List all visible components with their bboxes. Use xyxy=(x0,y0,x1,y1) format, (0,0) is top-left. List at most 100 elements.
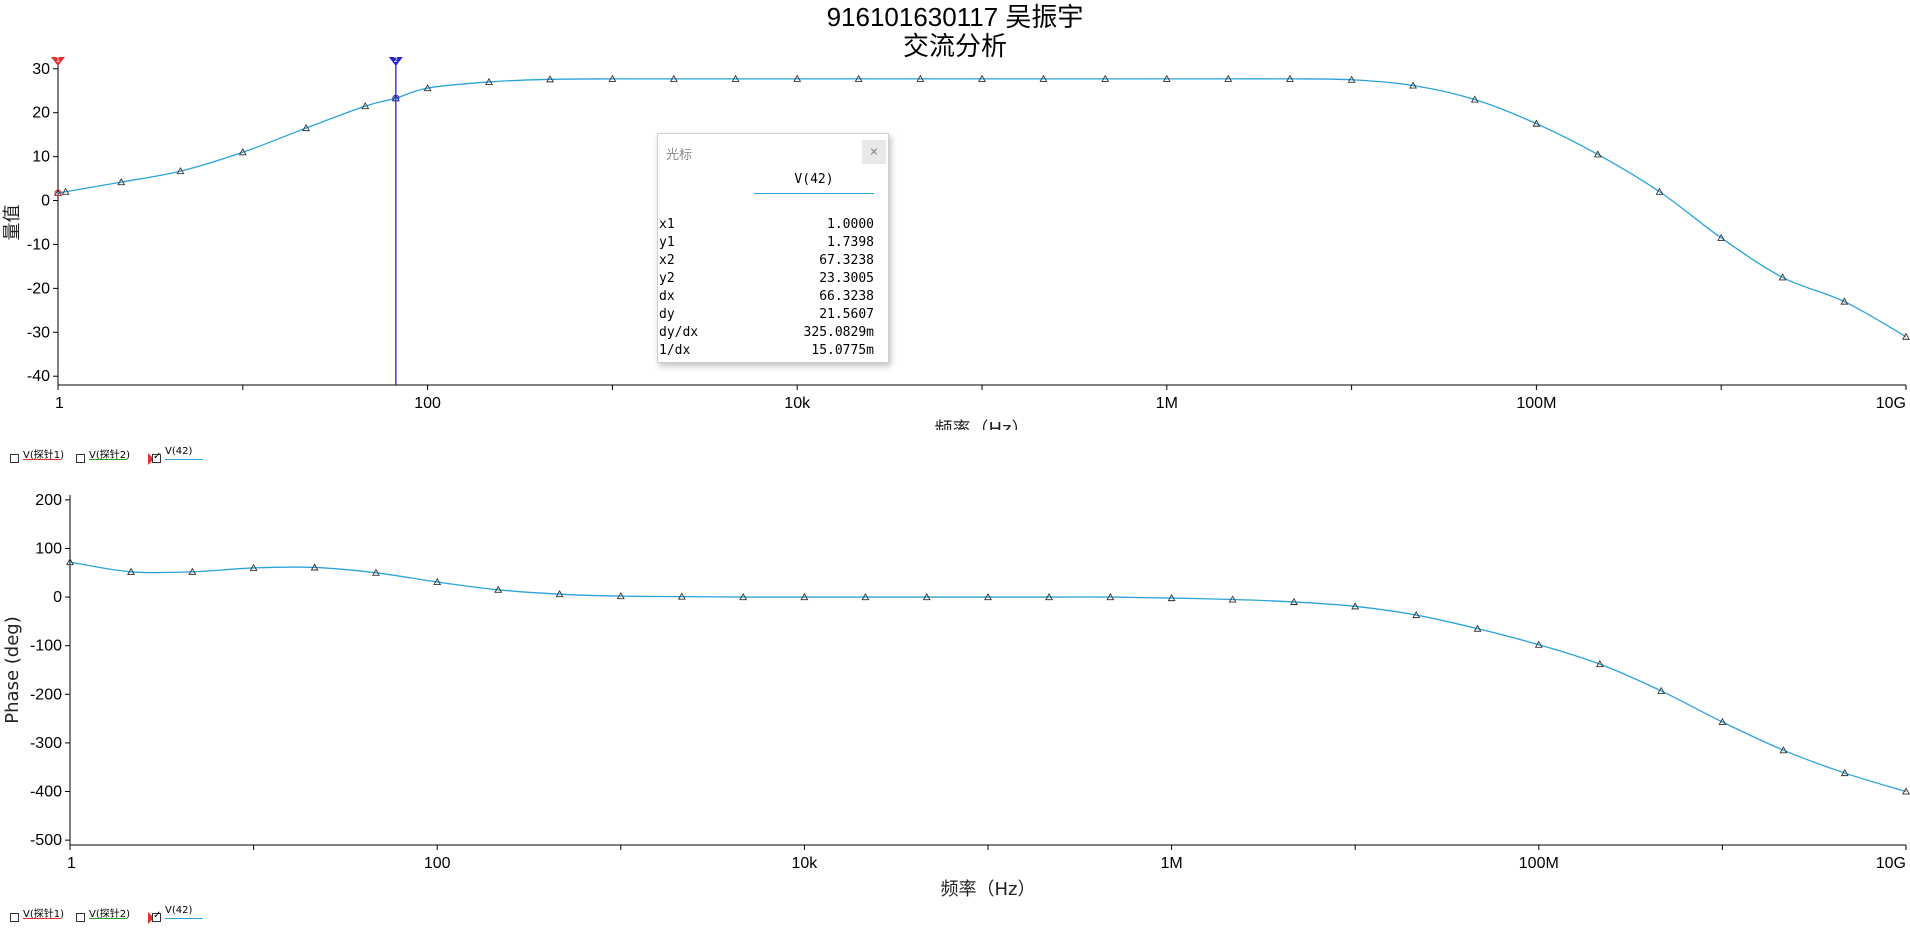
data-point xyxy=(423,83,432,92)
data-point xyxy=(922,592,931,601)
series-line-v42 xyxy=(69,561,1907,793)
y-tick-label: 20 xyxy=(32,105,50,122)
x-tick-label: 10k xyxy=(784,395,811,412)
data-point xyxy=(238,148,247,156)
cursor-row: x2 67.3238 xyxy=(659,252,874,270)
y-tick-label: 10 xyxy=(32,149,50,166)
cursor-point xyxy=(392,94,400,102)
y-tick-label: 100 xyxy=(35,540,62,557)
legend-checkbox-probe2[interactable] xyxy=(76,913,85,922)
data-point xyxy=(1778,273,1787,281)
cursor-key: dy/dx xyxy=(659,325,699,340)
cursor-row: dx 66.3238 xyxy=(659,288,874,306)
legend-swatch xyxy=(165,459,203,460)
data-point xyxy=(1039,74,1048,82)
data-point xyxy=(731,74,740,82)
x-tick-label: 100M xyxy=(1519,855,1559,872)
data-point xyxy=(669,74,678,82)
data-point xyxy=(1290,597,1298,605)
legend-top: V(探针1) V(探针2) V(42) xyxy=(10,446,210,468)
data-point xyxy=(916,74,925,82)
data-point xyxy=(1106,592,1115,601)
data-point xyxy=(854,74,863,82)
data-point xyxy=(310,563,319,571)
close-icon[interactable]: × xyxy=(862,140,886,164)
cursor-row: y2 23.3005 xyxy=(659,270,874,288)
cursor-value: 67.3238 xyxy=(819,253,874,268)
cursor-panel-title: 光标 xyxy=(666,148,693,163)
cursor-row: x1 1.0000 xyxy=(659,216,874,234)
data-point xyxy=(117,177,126,186)
cursor-key: y1 xyxy=(659,235,675,250)
legend-swatch xyxy=(89,918,127,919)
data-point xyxy=(739,592,748,601)
data-point xyxy=(1779,746,1788,754)
x-tick-label: 100 xyxy=(414,395,441,412)
data-point xyxy=(1718,717,1727,726)
cursor-key: y2 xyxy=(659,271,675,286)
data-point xyxy=(61,187,70,195)
data-point xyxy=(1162,74,1171,82)
data-point xyxy=(984,592,992,601)
legend-checkbox-v42[interactable] xyxy=(152,910,161,922)
x-tick-label: 1M xyxy=(1156,395,1178,412)
data-point xyxy=(1228,595,1237,603)
y-tick-label: -200 xyxy=(30,686,62,703)
y-tick-label: -500 xyxy=(30,832,62,849)
y-tick-label: -40 xyxy=(27,368,50,385)
data-point xyxy=(1840,297,1849,305)
cursor-row: 1/dx 15.0775m xyxy=(659,342,874,360)
data-point xyxy=(800,592,809,601)
y-tick-label: 200 xyxy=(35,492,62,509)
y-tick-label: 30 xyxy=(32,61,50,78)
legend-label: V(探针2) xyxy=(89,450,131,461)
data-point xyxy=(677,592,686,600)
legend-swatch xyxy=(165,918,203,919)
cursor-point xyxy=(54,189,62,197)
legend-checkbox-probe1[interactable] xyxy=(10,454,19,463)
cursor-key: x2 xyxy=(659,253,675,268)
y-tick-label: -400 xyxy=(30,784,62,801)
cursor-row: dy 21.5607 xyxy=(659,306,874,324)
data-point xyxy=(176,166,185,175)
data-point xyxy=(372,568,380,576)
data-point xyxy=(1045,592,1054,601)
x-axis-title: 频率（Hz） xyxy=(935,419,1030,430)
cursor-value: 66.3238 xyxy=(819,289,874,304)
cursor-value: 325.0829m xyxy=(803,325,874,340)
data-point xyxy=(1351,602,1360,610)
flag-icon xyxy=(148,453,154,465)
cursor-flag-icon xyxy=(51,57,65,66)
data-point xyxy=(1224,74,1233,82)
y-tick-label: 0 xyxy=(53,589,62,606)
cursor-label: 1 xyxy=(56,56,60,64)
legend-bottom: V(探针1) V(探针2) V(42) xyxy=(10,905,210,927)
data-point xyxy=(127,567,136,575)
cursor-panel-column: V(42) xyxy=(794,172,834,187)
y-tick-label: -300 xyxy=(30,735,62,752)
legend-checkbox-probe1[interactable] xyxy=(10,913,19,922)
cursor-value: 1.7398 xyxy=(827,235,874,250)
data-point xyxy=(1167,593,1176,602)
legend-checkbox-probe2[interactable] xyxy=(76,454,85,463)
data-point xyxy=(1902,332,1910,340)
data-point xyxy=(1534,640,1543,648)
data-point xyxy=(188,567,197,575)
legend-label: V(探针2) xyxy=(89,909,131,920)
data-point xyxy=(249,563,258,571)
data-point xyxy=(1593,150,1602,158)
data-point xyxy=(361,101,370,110)
data-point xyxy=(1595,660,1604,668)
data-point xyxy=(1347,75,1356,83)
x-tick-label: 1 xyxy=(67,855,76,872)
cursor-value: 15.0775m xyxy=(811,343,874,358)
cursor-value: 1.0000 xyxy=(827,217,874,232)
x-tick-label: 1 xyxy=(55,395,64,412)
data-point xyxy=(608,74,617,82)
x-tick-label: 10k xyxy=(792,855,819,872)
cursor-panel[interactable]: 光标 × V(42) x1 1.0000 y1 1.7398 x2 67.3238 y… xyxy=(657,133,889,363)
cursor-row: dy/dx 325.0829m xyxy=(659,324,874,342)
legend-checkbox-v42[interactable] xyxy=(152,451,161,463)
legend-label: V(42) xyxy=(165,905,193,916)
